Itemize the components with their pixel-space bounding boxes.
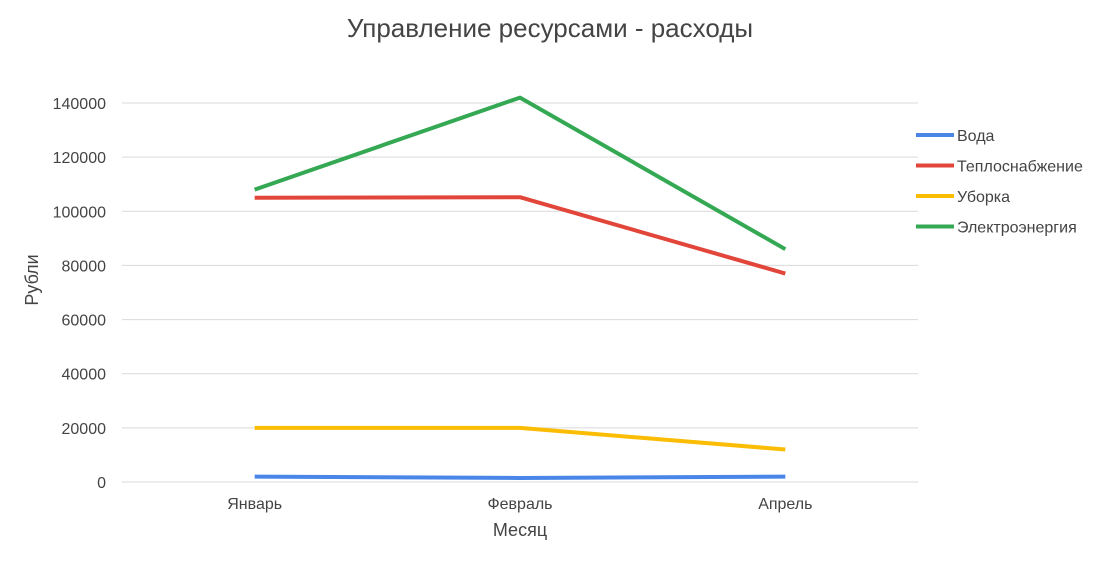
y-tick-label: 60000 bbox=[62, 313, 107, 330]
y-tick-label: 20000 bbox=[62, 421, 107, 438]
x-axis-title: Месяц bbox=[493, 520, 547, 540]
legend-item: Уборка bbox=[916, 189, 1010, 206]
gridlines bbox=[122, 102, 918, 483]
x-tick-label: Февраль bbox=[487, 496, 552, 513]
chart-title: Управление ресурсами - расходы bbox=[347, 13, 753, 43]
series-line-2 bbox=[254, 195, 786, 276]
x-tick-label: Январь bbox=[227, 496, 282, 513]
x-axis-ticks: Январь Февраль Апрель bbox=[227, 496, 812, 513]
legend-item: Электроэнергия bbox=[916, 220, 1077, 237]
y-tick-label: 0 bbox=[97, 475, 106, 492]
y-axis-ticks: 0 20000 40000 60000 80000 100000 120000 140000 bbox=[53, 96, 106, 492]
series-line-4 bbox=[254, 95, 787, 251]
legend-item: Теплоснабжение bbox=[916, 159, 1083, 176]
y-tick-label: 100000 bbox=[53, 204, 106, 221]
series-lines bbox=[254, 95, 787, 480]
x-tick-label: Апрель bbox=[758, 496, 812, 513]
legend-label: Электроэнергия bbox=[957, 220, 1077, 237]
legend-label: Вода bbox=[957, 128, 995, 145]
legend: Вода Теплоснабжение Уборка Электроэнергия bbox=[916, 128, 1083, 237]
y-tick-label: 80000 bbox=[62, 258, 107, 275]
series-line-1 bbox=[254, 474, 786, 480]
legend-label: Уборка bbox=[957, 189, 1010, 206]
y-tick-label: 140000 bbox=[53, 96, 106, 113]
legend-label: Теплоснабжение bbox=[957, 159, 1083, 176]
series-line-3 bbox=[254, 425, 786, 452]
y-axis-title: Рубли bbox=[22, 254, 42, 305]
y-tick-label: 40000 bbox=[62, 367, 107, 384]
y-tick-label: 120000 bbox=[53, 150, 106, 167]
legend-item: Вода bbox=[916, 128, 995, 145]
